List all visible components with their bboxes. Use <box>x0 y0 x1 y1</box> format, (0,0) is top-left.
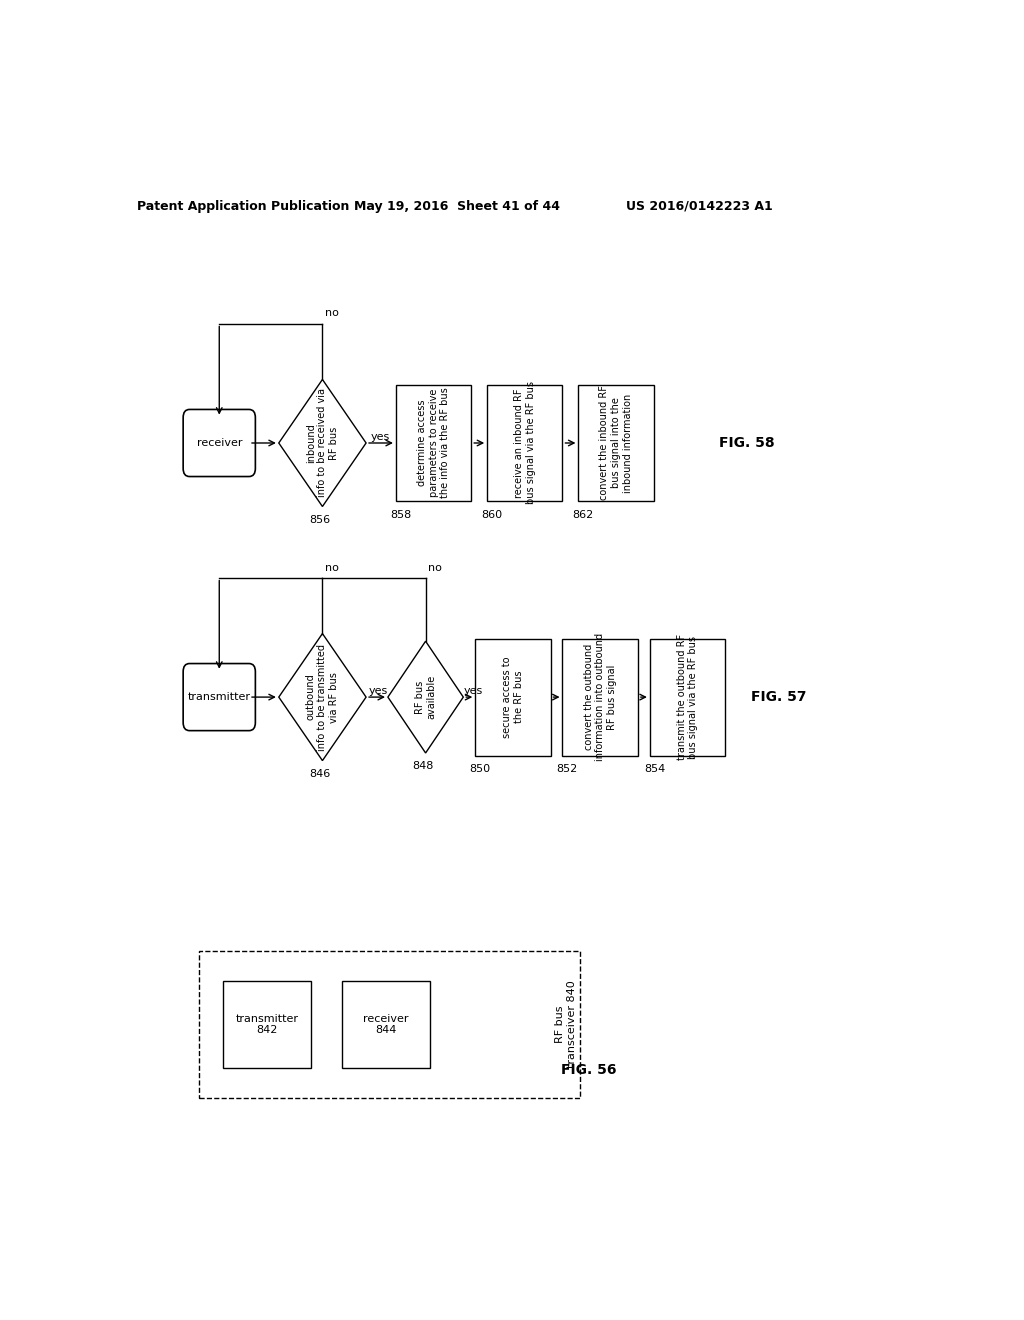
Text: RF bus
available: RF bus available <box>415 675 436 719</box>
Text: 860: 860 <box>481 510 503 520</box>
Text: inbound
info to be received via
RF bus: inbound info to be received via RF bus <box>306 388 339 498</box>
Bar <box>562 639 638 755</box>
Text: convert the outbound
information into outbound
RF bus signal: convert the outbound information into ou… <box>584 634 616 762</box>
Text: RF bus
transceiver 840: RF bus transceiver 840 <box>555 981 577 1068</box>
FancyBboxPatch shape <box>183 664 255 731</box>
Text: FIG. 57: FIG. 57 <box>751 690 807 704</box>
Bar <box>396 384 471 502</box>
Text: yes: yes <box>463 686 482 696</box>
Text: 850: 850 <box>469 764 490 774</box>
Text: FIG. 56: FIG. 56 <box>560 1063 616 1077</box>
Bar <box>579 384 653 502</box>
Text: yes: yes <box>369 686 388 696</box>
Text: receiver: receiver <box>197 438 242 447</box>
Text: 862: 862 <box>572 510 594 520</box>
Text: no: no <box>325 309 339 318</box>
Text: 854: 854 <box>644 764 666 774</box>
Text: May 19, 2016  Sheet 41 of 44: May 19, 2016 Sheet 41 of 44 <box>354 199 560 213</box>
Polygon shape <box>279 634 367 760</box>
Text: transmitter: transmitter <box>187 692 251 702</box>
Bar <box>650 639 725 755</box>
Text: US 2016/0142223 A1: US 2016/0142223 A1 <box>626 199 773 213</box>
Text: receive an inbound RF
bus signal via the RF bus: receive an inbound RF bus signal via the… <box>514 381 536 504</box>
Polygon shape <box>388 642 463 752</box>
Text: 852: 852 <box>557 764 578 774</box>
Text: no: no <box>325 562 339 573</box>
Text: 856: 856 <box>309 515 331 525</box>
Text: FIG. 58: FIG. 58 <box>719 436 775 450</box>
Text: 846: 846 <box>309 768 331 779</box>
Bar <box>342 981 430 1068</box>
Text: transmitter
842: transmitter 842 <box>236 1014 298 1035</box>
Text: receiver
844: receiver 844 <box>364 1014 409 1035</box>
Bar <box>200 950 581 1098</box>
Polygon shape <box>279 379 367 507</box>
Bar <box>223 981 310 1068</box>
Text: convert the inbound RF
bus signal into the
inbound information: convert the inbound RF bus signal into t… <box>599 385 633 500</box>
Text: secure access to
the RF bus: secure access to the RF bus <box>502 656 523 738</box>
Bar <box>475 639 551 755</box>
Text: determine access
parameters to receive
the info via the RF bus: determine access parameters to receive t… <box>417 388 451 499</box>
Text: 848: 848 <box>413 762 434 771</box>
Bar <box>487 384 562 502</box>
Text: Patent Application Publication: Patent Application Publication <box>137 199 349 213</box>
Text: outbound
info to be transmitted
via RF bus: outbound info to be transmitted via RF b… <box>306 644 339 751</box>
Text: no: no <box>428 562 442 573</box>
Text: yes: yes <box>371 432 390 442</box>
Text: transmit the outbound RF
bus signal via the RF bus: transmit the outbound RF bus signal via … <box>677 634 698 760</box>
Text: 858: 858 <box>390 510 412 520</box>
FancyBboxPatch shape <box>183 409 255 477</box>
